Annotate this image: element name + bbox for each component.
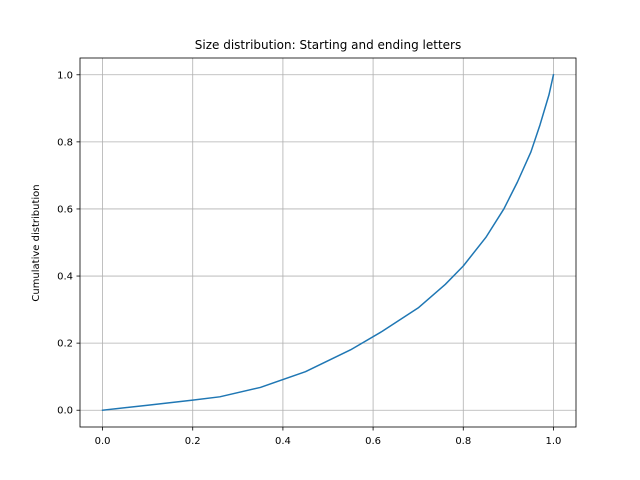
x-tick-label: 0.6: [365, 436, 381, 447]
x-tick-label: 0.2: [185, 436, 201, 447]
plot-area-border: [79, 57, 577, 428]
x-axis: 0.0 0.2 0.4 0.6 0.8 1.0: [95, 427, 562, 447]
y-tick-label: 0.8: [57, 137, 73, 148]
y-tick-label: 0.2: [57, 339, 73, 350]
x-tick-label: 0.0: [95, 436, 111, 447]
x-tick-label: 1.0: [546, 436, 562, 447]
y-tick-label: 0.0: [57, 406, 73, 417]
chart-title: Size distribution: Starting and ending l…: [195, 38, 461, 52]
y-axis: 0.0 0.2 0.4 0.6 0.8 1.0: [57, 70, 80, 417]
series-layer: [101, 73, 555, 412]
y-tick-label: 0.4: [57, 272, 73, 283]
axes-frame: [79, 57, 577, 428]
grid: [80, 58, 576, 427]
x-tick-label: 0.4: [275, 436, 291, 447]
x-tick-label: 0.8: [455, 436, 471, 447]
y-axis-label: Cumulative distribution: [31, 184, 42, 301]
series-line: [101, 73, 555, 412]
y-tick-label: 0.6: [57, 204, 73, 215]
y-tick-label: 1.0: [57, 70, 73, 81]
